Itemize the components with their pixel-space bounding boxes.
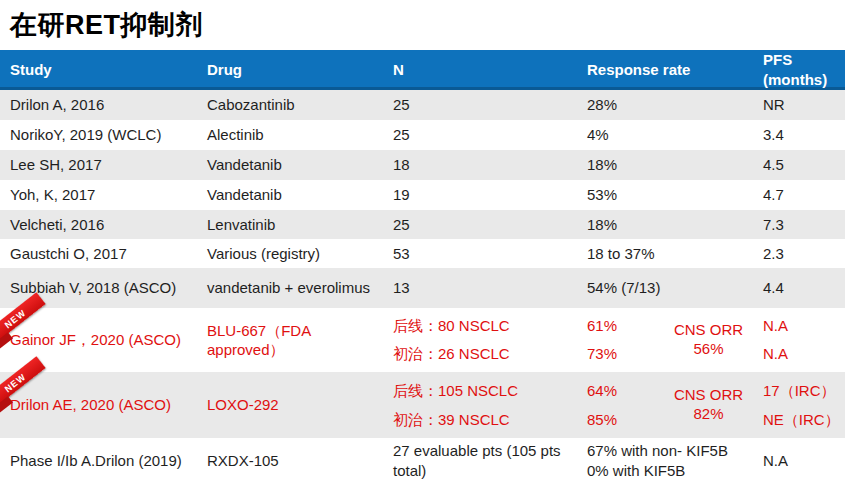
n-cell: 后线：80 NSCLC 初治：26 NSCLC (383, 308, 575, 372)
table-row: Velcheti, 2016 Lenvatinib 25 18% 7.3 (0, 210, 845, 239)
cell-line: 后线：80 NSCLC (393, 316, 575, 336)
cell-line: N.A (763, 344, 845, 364)
study-cell: Drilon AE, 2020 (ASCO) (0, 395, 197, 415)
pfs-cell: 7.3 (752, 215, 845, 235)
cns-orr-note: CNS ORR 82% (665, 372, 752, 438)
drug-cell: vandetanib + everolimus (197, 278, 383, 298)
drug-cell: Lenvatinib (197, 215, 383, 235)
cell-line: 64% (587, 381, 665, 401)
pfs-cell: 3.4 (752, 125, 845, 145)
n-cell: 19 (383, 185, 575, 205)
n-cell: 25 (383, 125, 575, 145)
header-n: N (383, 60, 575, 80)
study-cell: Gaustchi O, 2017 (0, 244, 197, 264)
pfs-cell: NR (752, 95, 845, 115)
cell-line: 73% (587, 344, 665, 364)
cns-orr-note: CNS ORR 56% (665, 308, 752, 372)
pfs-cell: 4.7 (752, 185, 845, 205)
drug-cell: RXDX-105 (197, 451, 383, 471)
study-cell: Phase I/Ib A.Drilon (2019) (0, 451, 197, 471)
header-pfs: PFS (months) (752, 50, 845, 89)
page-title: 在研RET抑制剂 (0, 0, 845, 50)
pfs-cell: 17（IRC） NE（IRC） (752, 372, 845, 438)
response-cell: 18% (575, 155, 752, 175)
response-cell: 54% (7/13) (575, 278, 752, 298)
header-drug: Drug (197, 60, 383, 80)
response-cell: 28% (575, 95, 752, 115)
study-cell: Gainor JF，2020 (ASCO) (0, 330, 197, 350)
cell-line: 17（IRC） (763, 381, 845, 401)
study-cell: Subbiah V, 2018 (ASCO) (0, 278, 197, 298)
response-cell: 53% (575, 185, 752, 205)
cell-line: 67% with non- KIF5B (587, 441, 752, 461)
table-header-row: Study Drug N Response rate PFS (months) (0, 50, 845, 90)
header-response: Response rate (575, 60, 752, 80)
cell-line: CNS ORR (674, 321, 743, 340)
study-cell: Lee SH, 2017 (0, 155, 197, 175)
response-cell: 18 to 37% (575, 244, 752, 264)
table-row: Gaustchi O, 2017 Various (registry) 53 1… (0, 239, 845, 268)
response-cell: 64% 85% CNS ORR 82% (575, 372, 752, 438)
table-row: Subbiah V, 2018 (ASCO) vandetanib + ever… (0, 268, 845, 308)
cell-line: 85% (587, 410, 665, 430)
n-cell: 27 evaluable pts (105 pts total) (383, 441, 575, 480)
header-study: Study (0, 60, 197, 80)
cell-line: 后线：105 NSCLC (393, 381, 575, 401)
table-row: Phase I/Ib A.Drilon (2019) RXDX-105 27 e… (0, 438, 845, 483)
pfs-cell: N.A (752, 451, 845, 471)
pfs-cell: 2.3 (752, 244, 845, 264)
n-cell: 25 (383, 95, 575, 115)
drug-cell: Cabozantinib (197, 95, 383, 115)
study-cell: Velcheti, 2016 (0, 215, 197, 235)
response-values: 61% 73% (587, 308, 665, 372)
cell-line: 82% (693, 405, 723, 424)
cell-line: 0% with KIF5B (587, 461, 752, 481)
table-row-highlighted: NEW Gainor JF，2020 (ASCO) BLU-667（FDA ap… (0, 308, 845, 372)
cell-line: 初治：39 NSCLC (393, 410, 575, 430)
pfs-cell: 4.4 (752, 278, 845, 298)
cell-line: 初治：26 NSCLC (393, 344, 575, 364)
drug-cell: BLU-667（FDA approved） (197, 321, 383, 360)
n-cell: 53 (383, 244, 575, 264)
n-cell: 13 (383, 278, 575, 298)
cell-line: N.A (763, 316, 845, 336)
table-row: Yoh, K, 2017 Vandetanib 19 53% 4.7 (0, 180, 845, 210)
response-cell: 4% (575, 125, 752, 145)
n-cell: 18 (383, 155, 575, 175)
cell-line: 56% (693, 340, 723, 359)
study-cell: NorikoY, 2019 (WCLC) (0, 125, 197, 145)
table-row: Drilon A, 2016 Cabozantinib 25 28% NR (0, 90, 845, 120)
drug-cell: Various (registry) (197, 244, 383, 264)
drug-cell: Vandetanib (197, 155, 383, 175)
pfs-cell: N.A N.A (752, 308, 845, 372)
drug-cell: LOXO-292 (197, 395, 383, 415)
drug-text: BLU-667（FDA approved） (207, 321, 357, 360)
response-cell: 18% (575, 215, 752, 235)
study-cell: Drilon A, 2016 (0, 95, 197, 115)
study-cell: Yoh, K, 2017 (0, 185, 197, 205)
response-values: 64% 85% (587, 372, 665, 438)
table-row: NorikoY, 2019 (WCLC) Alectinib 25 4% 3.4 (0, 120, 845, 150)
drug-text: vandetanib + everolimus (207, 278, 370, 298)
drug-cell: Vandetanib (197, 185, 383, 205)
table-row-highlighted: NEW Drilon AE, 2020 (ASCO) LOXO-292 后线：1… (0, 372, 845, 438)
table-row: Lee SH, 2017 Vandetanib 18 18% 4.5 (0, 150, 845, 180)
response-cell: 61% 73% CNS ORR 56% (575, 308, 752, 372)
pfs-cell: 4.5 (752, 155, 845, 175)
cell-line: 61% (587, 316, 665, 336)
cell-line: CNS ORR (674, 386, 743, 405)
ret-inhibitor-table: Study Drug N Response rate PFS (months) … (0, 50, 845, 483)
n-cell: 后线：105 NSCLC 初治：39 NSCLC (383, 372, 575, 438)
response-cell: 67% with non- KIF5B 0% with KIF5B (575, 441, 752, 480)
drug-cell: Alectinib (197, 125, 383, 145)
n-cell: 25 (383, 215, 575, 235)
cell-line: NE（IRC） (763, 410, 845, 430)
